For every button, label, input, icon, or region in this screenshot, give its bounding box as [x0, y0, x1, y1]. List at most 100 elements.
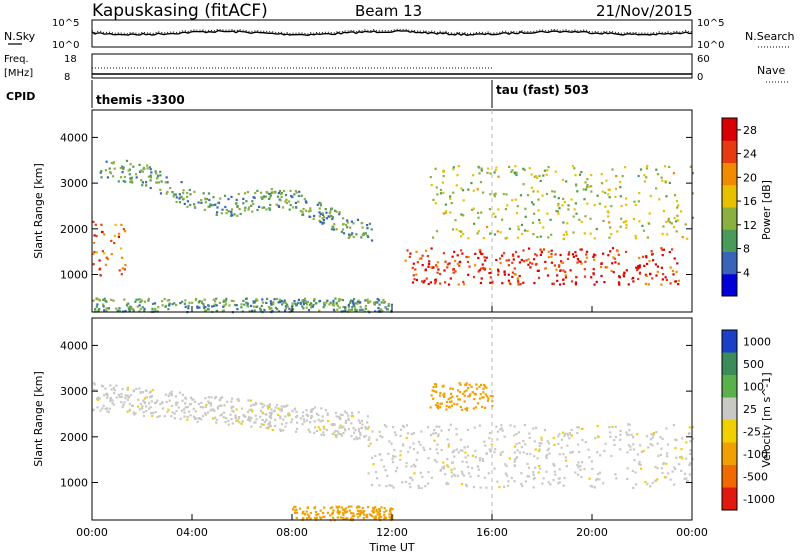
power-cell: [215, 304, 218, 307]
power-cell: [123, 268, 126, 271]
velocity-cell: [685, 441, 688, 444]
velocity-cell: [412, 432, 415, 435]
velocity-cell: [509, 424, 512, 427]
power-cell: [146, 167, 149, 170]
power-cell: [220, 212, 223, 215]
power-cell: [573, 167, 576, 170]
velocity-cell: [222, 416, 225, 419]
velocity-cell: [193, 417, 197, 421]
power-cell: [154, 307, 157, 310]
velocity-cell: [374, 517, 377, 520]
velocity-cell: [161, 407, 165, 410]
power-cell: [600, 262, 603, 265]
power-cell: [119, 166, 122, 170]
velocity-cell: [427, 471, 430, 474]
power-cell: [625, 220, 628, 223]
power-cell: [267, 197, 271, 201]
power-cell: [164, 181, 167, 184]
power-cell: [149, 186, 152, 190]
power-cell: [268, 196, 272, 199]
power-cell: [527, 258, 530, 261]
power-cell: [103, 297, 106, 300]
power-cell: [198, 306, 201, 309]
power-cell: [285, 198, 288, 201]
freq-tick-high: 18: [64, 54, 77, 65]
power-cell: [645, 176, 648, 179]
power-cell: [428, 260, 431, 263]
velocity-cell: [533, 455, 536, 458]
velocity-cell: [478, 424, 481, 427]
velocity-cell: [636, 453, 639, 456]
velocity-cell: [655, 431, 658, 434]
velocity-cell: [408, 482, 411, 485]
velocity-cell: [371, 509, 374, 513]
velocity-cell: [503, 485, 506, 488]
velocity-cell: [171, 411, 174, 414]
power-cell: [461, 232, 465, 236]
velocity-cell: [439, 391, 442, 394]
velocity-cell: [375, 508, 378, 511]
power-cell: [92, 220, 95, 223]
velocity-cell: [333, 423, 336, 426]
velocity-cell: [515, 433, 518, 436]
power-cell: [211, 305, 214, 308]
velocity-cell: [536, 457, 539, 460]
power-cell: [571, 253, 574, 256]
velocity-cell: [364, 435, 367, 438]
power-cell: [544, 260, 547, 263]
power-cell: [354, 302, 357, 305]
power-cell: [189, 193, 192, 196]
velocity-cell: [457, 451, 460, 454]
velocity-colorbar-tick-label: -500: [743, 470, 768, 483]
velocity-cell: [399, 450, 402, 453]
power-cell: [318, 215, 321, 218]
velocity-cell: [183, 415, 186, 418]
power-cell: [301, 305, 304, 308]
velocity-cell: [301, 423, 304, 426]
power-cell: [415, 273, 418, 276]
velocity-cell: [167, 394, 170, 398]
velocity-cell: [369, 442, 372, 445]
power-cell: [108, 167, 111, 170]
velocity-cell: [626, 467, 629, 470]
velocity-cell: [467, 454, 470, 457]
power-cell: [642, 229, 646, 232]
velocity-cell: [681, 437, 684, 440]
cpid-label: CPID: [6, 90, 35, 103]
power-cell: [184, 305, 187, 308]
power-cell: [516, 205, 519, 208]
power-cell: [542, 174, 545, 177]
velocity-cell: [175, 403, 178, 406]
power-cell: [662, 225, 665, 228]
power-cell: [558, 264, 561, 267]
power-cell: [335, 301, 338, 304]
velocity-cell: [579, 468, 582, 471]
power-cell: [485, 256, 488, 259]
power-cell: [462, 199, 465, 202]
velocity-cell: [221, 396, 224, 399]
power-cell: [455, 228, 458, 231]
velocity-cell: [97, 396, 100, 399]
velocity-cell: [472, 407, 475, 410]
power-cell: [476, 188, 479, 191]
velocity-cell: [421, 475, 424, 478]
velocity-cell: [410, 465, 413, 468]
velocity-cell: [520, 482, 523, 486]
velocity-cell: [558, 432, 561, 436]
velocity-cell: [602, 482, 605, 485]
power-cell: [103, 233, 106, 236]
power-cell: [283, 299, 286, 302]
power-cell: [265, 301, 268, 304]
velocity-cell: [433, 459, 436, 462]
velocity-cell: [436, 405, 439, 408]
velocity-cell: [186, 406, 189, 409]
power-cell: [329, 301, 332, 304]
velocity-cell: [481, 458, 484, 461]
power-cell: [480, 267, 483, 270]
velocity-cell: [577, 426, 580, 429]
velocity-cell: [174, 395, 177, 398]
power-cell: [253, 305, 256, 308]
power-cell: [195, 297, 198, 301]
power-cell: [390, 303, 393, 306]
power-cell: [335, 210, 338, 213]
